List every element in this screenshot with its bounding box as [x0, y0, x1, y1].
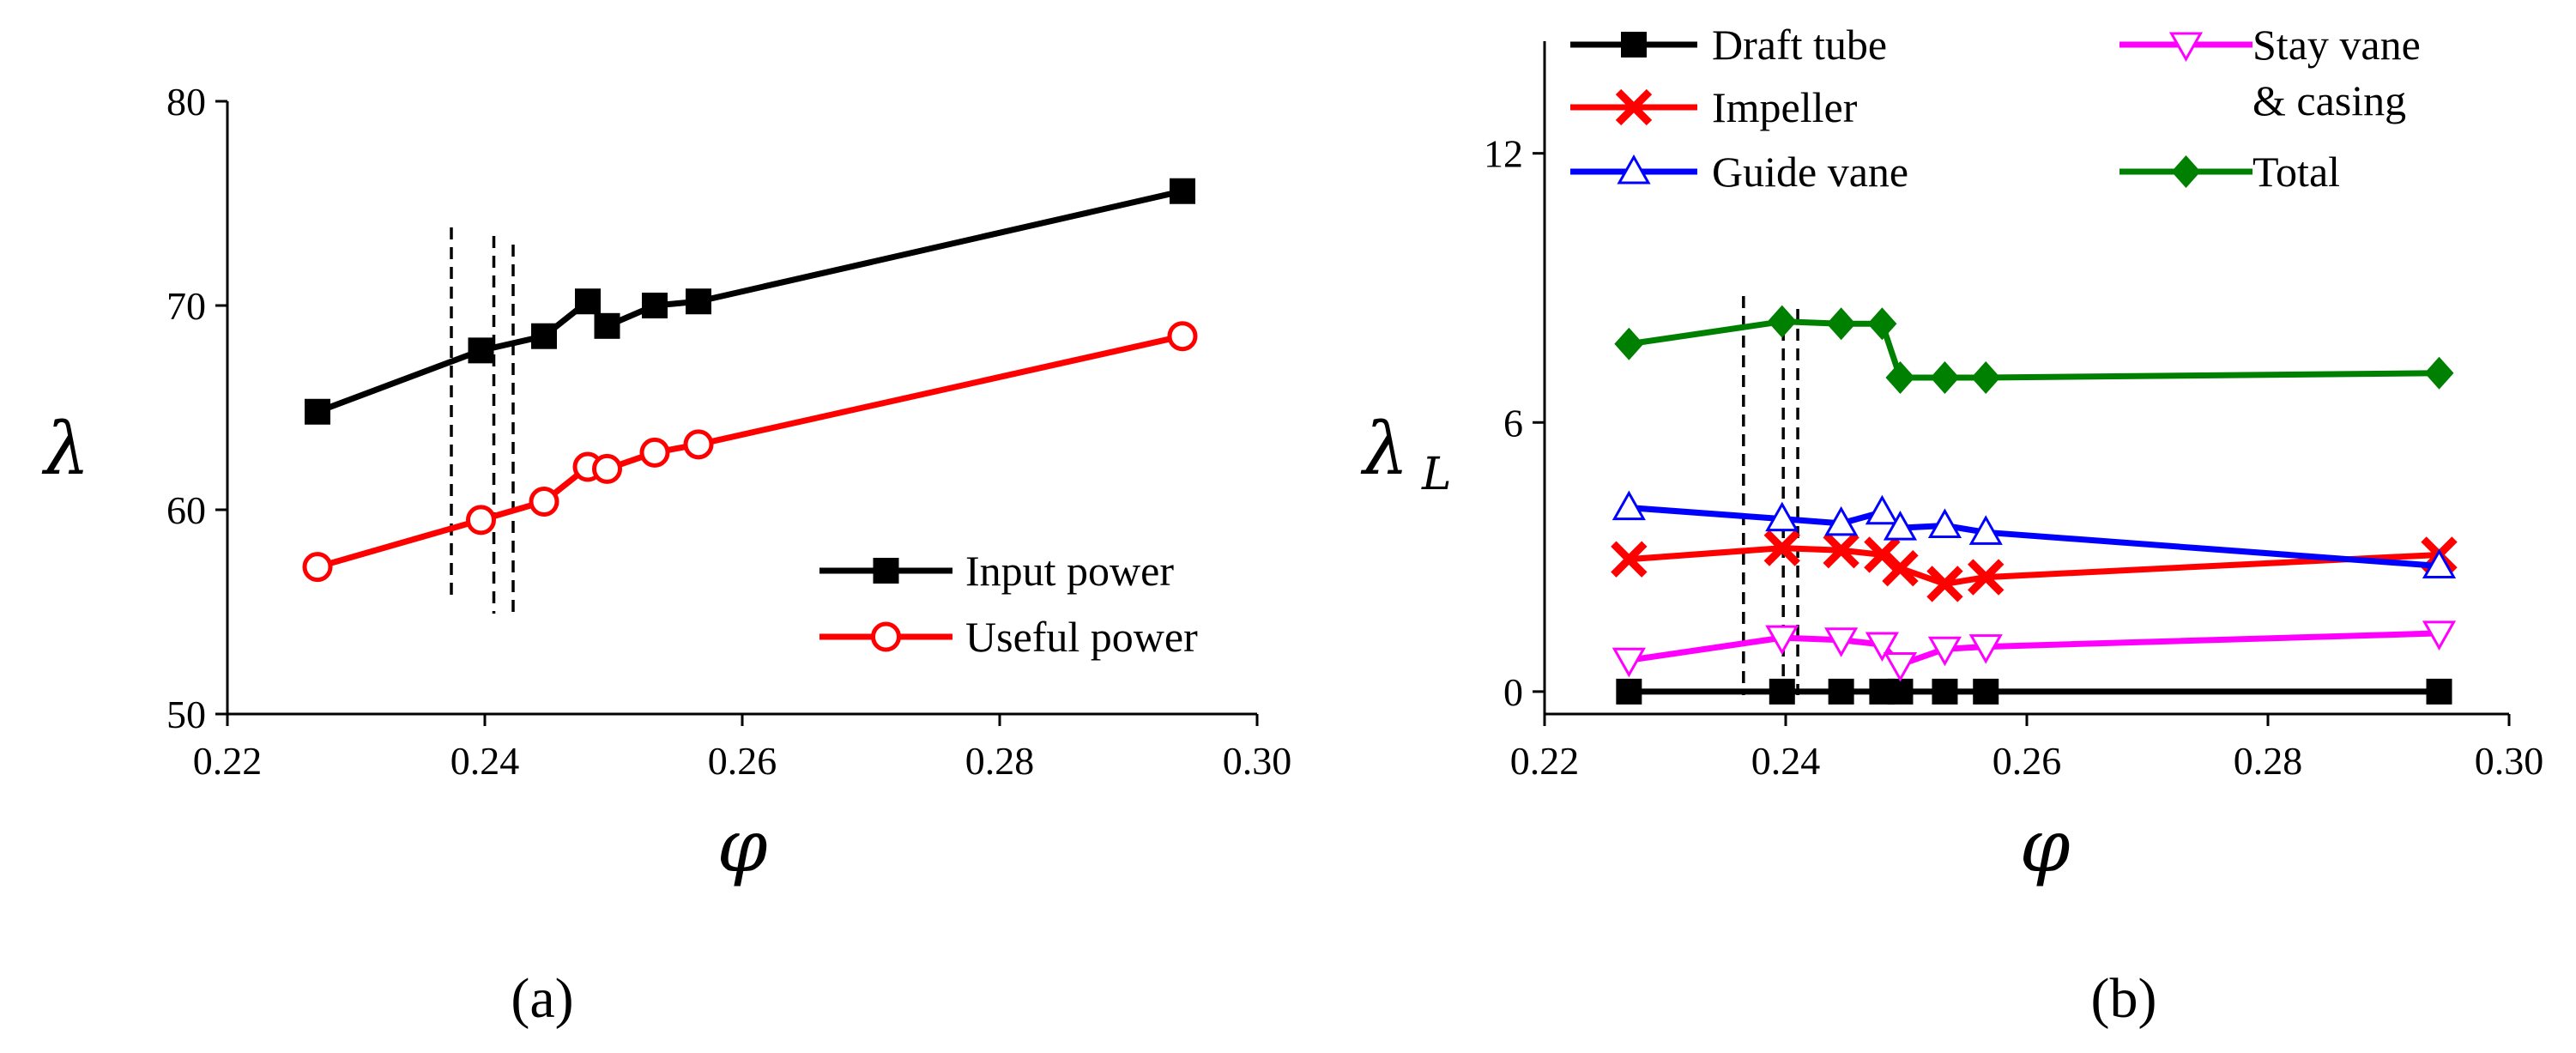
legend-label: Guide vane [1712, 148, 1908, 196]
data-point [302, 552, 333, 583]
data-point [1614, 327, 1644, 360]
x-tick-label: 0.26 [708, 739, 777, 783]
data-point [2422, 548, 2457, 579]
data-point [1167, 321, 1198, 352]
legend-label: Useful power [965, 613, 1198, 661]
legend-label: Impeller [1712, 83, 1858, 131]
x-axis-title: φ [2020, 804, 2071, 888]
data-point [1824, 627, 1859, 657]
y-axis-title: λ [1360, 407, 1408, 491]
series-line [1629, 505, 2440, 570]
data-point [1927, 636, 1962, 667]
panel-label: (a) [511, 967, 573, 1030]
data-point [1926, 566, 1963, 602]
x-tick-label: 0.28 [2234, 739, 2303, 783]
data-point [1968, 634, 2003, 664]
data-point [1828, 678, 1854, 705]
data-point [1932, 678, 1958, 705]
data-point [592, 453, 622, 484]
series-line [317, 333, 1183, 571]
data-point [1824, 505, 1859, 536]
chart-panel-a: 0.22 0.24 0.26 0.28 0.30 50 60 70 80 Input power U… [41, 80, 1291, 1030]
data-point [686, 288, 711, 315]
series-line [316, 188, 1183, 415]
data-point [1865, 632, 1899, 663]
data-point [2426, 678, 2452, 705]
legend-marker [1621, 32, 1647, 57]
legend-label: Draft tube [1712, 21, 1887, 69]
data-point [683, 429, 714, 460]
data-point [1616, 678, 1642, 705]
x-tick-label: 0.30 [2475, 739, 2544, 783]
data-point [2422, 620, 2457, 651]
legend-label: Stay vane & casing [2252, 21, 2421, 124]
data-point [1867, 307, 1897, 341]
data-point [1930, 361, 1960, 394]
legend-marker [871, 621, 901, 652]
data-point [1612, 647, 1646, 678]
chart-panel-b: 0.22 0.24 0.26 0.28 0.30 0 6 12 Draft tube Impell… [1360, 21, 2543, 1030]
data-point [1883, 511, 1918, 541]
x-tick-label: 0.22 [193, 739, 263, 783]
y-tick-label: 60 [166, 488, 206, 532]
data-point [1971, 361, 2001, 394]
y-tick-label: 50 [166, 693, 206, 736]
x-tick-label: 0.24 [1751, 739, 1821, 783]
x-tick-label: 0.28 [965, 739, 1035, 783]
series-line [1629, 545, 2440, 587]
data-point [1612, 490, 1646, 521]
series-line [1628, 630, 2440, 669]
y-tick-label: 6 [1503, 401, 1523, 445]
data-point [1883, 652, 1918, 682]
data-point [305, 398, 330, 425]
data-point [1611, 541, 1648, 578]
data-point [1170, 178, 1195, 204]
panel-label: (b) [2091, 967, 2157, 1030]
data-point [466, 505, 496, 536]
legend-marker [1615, 88, 1653, 126]
data-point [1887, 678, 1914, 705]
legend-marker [873, 558, 899, 584]
data-point [594, 312, 620, 339]
y-tick-label: 12 [1484, 132, 1523, 176]
y-axis-title: λ [41, 407, 89, 491]
data-point [1882, 549, 1919, 587]
data-point [468, 337, 494, 364]
data-point [529, 486, 559, 517]
data-point [642, 293, 668, 318]
y-tick-label: 80 [166, 80, 206, 124]
y-tick-label: 70 [166, 284, 206, 328]
series-line [1628, 318, 2440, 381]
x-tick-label: 0.22 [1510, 739, 1580, 783]
data-point [1973, 678, 1999, 705]
data-point [1765, 501, 1799, 532]
legend-label: Input power [965, 547, 1174, 595]
x-axis-title: φ [717, 804, 768, 888]
legend-marker [1617, 154, 1651, 185]
data-point [1968, 559, 2005, 596]
data-point [575, 288, 601, 315]
data-point [2424, 356, 2454, 390]
legend-marker [2168, 32, 2204, 63]
data-point [1927, 508, 1962, 538]
data-point [1826, 307, 1856, 341]
legend-marker [2171, 155, 2201, 188]
x-tick-label: 0.26 [1992, 739, 2062, 783]
data-point [1885, 361, 1915, 394]
data-point [639, 437, 670, 468]
x-tick-label: 0.30 [1223, 739, 1292, 783]
data-point [1769, 678, 1795, 705]
data-point [1767, 305, 1797, 338]
data-point [1763, 530, 1800, 566]
x-tick-label: 0.24 [450, 739, 520, 783]
data-point [1865, 494, 1899, 525]
legend-label: Total [2252, 148, 2340, 196]
data-point [1968, 515, 2003, 545]
y-tick-label: 0 [1503, 670, 1523, 714]
data-point [1823, 532, 1859, 569]
y-axis-title-subscript: L [1421, 449, 1452, 500]
data-point [531, 323, 557, 349]
data-point [1765, 625, 1799, 656]
